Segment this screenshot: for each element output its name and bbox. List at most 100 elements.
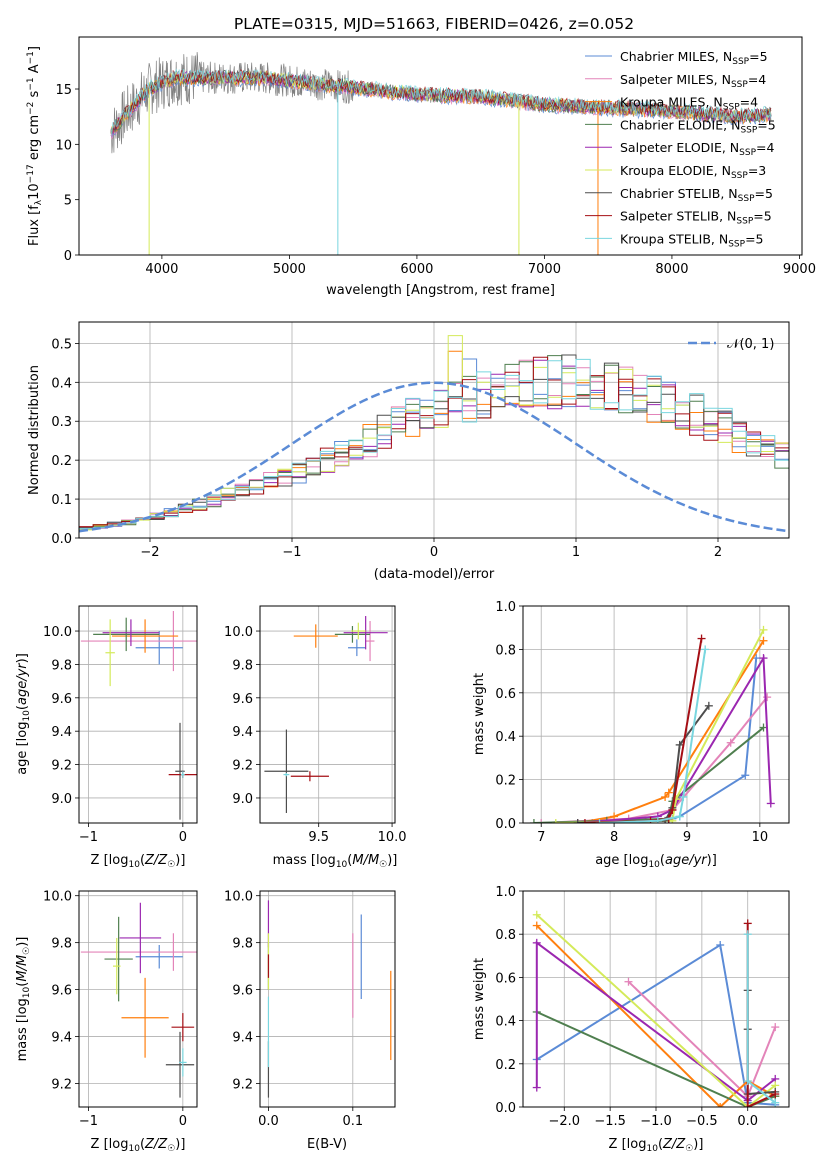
y-tick-label: 1.0 — [495, 885, 516, 900]
weight-marker — [759, 636, 768, 645]
model-spectrum — [110, 68, 772, 136]
y-tick-label: 0.6 — [495, 687, 516, 702]
x-axis-label: mass [log10(M/M☉)] — [273, 853, 398, 870]
panel-7: 0.0 0.1 9.2 9.4 9.6 9.8 10.0 — [224, 890, 396, 1129]
axes-frame — [522, 605, 790, 824]
x-tick-label: 9.5 — [308, 830, 329, 845]
legend-entry: Salpeter ELODIE, NSSP=4 — [620, 140, 775, 158]
axes-frame — [78, 890, 198, 1108]
weight-line — [535, 940, 776, 1102]
x-tick-label: 5000 — [273, 262, 306, 277]
y-tick-label: 5 — [64, 194, 72, 209]
y-tick-label: 9.4 — [51, 725, 72, 740]
y-tick-label: 0.8 — [495, 643, 516, 658]
weight-line — [746, 934, 776, 1104]
y-tick-label: 9.2 — [51, 1078, 72, 1093]
y-tick-label: 9.6 — [51, 984, 72, 999]
weight-marker — [551, 819, 560, 823]
weight-line — [746, 923, 776, 1107]
y-tick-label: 0.0 — [51, 532, 72, 547]
axes-frame — [259, 890, 396, 1108]
weight-marker — [661, 792, 670, 801]
y-tick-label: 0.4 — [495, 730, 516, 745]
x-axis-label: Z [log10(Z/Z☉)] — [91, 1137, 186, 1154]
weight-marker — [766, 799, 775, 808]
x-tick-label: 4000 — [145, 262, 178, 277]
panel-1: 4000 5000 6000 7000 8000 9000 0 5 10 15 Chabrier M… — [26, 36, 816, 298]
panel-6: −1 0 9.2 9.4 9.6 9.8 10.0 — [43, 890, 198, 1129]
plot-area — [529, 625, 775, 823]
x-axis-label: age [log10(age/yr)] — [595, 853, 717, 870]
plot-area — [532, 910, 780, 1107]
panel-8: −2.0 −1.5 −1.0 −0.5 0.0 0.0 0.2 0.4 0.6 0.8 1.0 — [495, 885, 790, 1129]
y-tick-label: 9.2 — [232, 1078, 253, 1093]
y-tick-label: 0.2 — [495, 774, 516, 789]
panel-2: −2 −1 0 1 2 0.0 0.1 0.2 0.3 0.4 0.5 𝒩(0, 1) (data-mo… — [27, 321, 790, 582]
legend: Chabrier MILES, NSSP=5 Salpeter MILES, NS… — [585, 49, 776, 249]
legend-entry: 𝒩(0, 1) — [727, 337, 774, 352]
figure-title: PLATE=0315, MJD=51663, FIBERID=0426, z=0… — [234, 15, 634, 33]
weight-marker — [716, 1103, 725, 1107]
weight-line — [555, 629, 765, 823]
y-tick-label: 9.2 — [51, 759, 72, 774]
x-tick-label: 7 — [537, 830, 545, 845]
x-tick-label: 7000 — [528, 262, 561, 277]
weight-marker — [532, 938, 541, 947]
x-tick-label: −1 — [79, 830, 98, 845]
y-tick-label: 0.1 — [51, 493, 72, 508]
x-tick-label: 0.1 — [342, 1114, 363, 1129]
weight-marker — [675, 812, 684, 821]
y-tick-label: 9.6 — [232, 692, 253, 707]
weight-line — [533, 726, 765, 823]
y-tick-label: 0.0 — [495, 1101, 516, 1116]
x-tick-label: 0.0 — [737, 1114, 758, 1129]
x-axis-label: wavelength [Angstrom, rest frame] — [326, 283, 555, 298]
weight-marker — [537, 819, 546, 823]
x-tick-label: 6000 — [400, 262, 433, 277]
y-tick-label: 0.8 — [495, 928, 516, 943]
y-tick-label: 10.0 — [224, 890, 253, 905]
panel-3: −1 0 9.0 9.2 9.4 9.6 9.8 10.0 — [43, 605, 198, 845]
weight-marker — [532, 921, 541, 930]
y-tick-label: 9.8 — [232, 658, 253, 673]
weight-marker — [624, 977, 633, 986]
x-tick-label: 0 — [430, 545, 438, 560]
x-axis-label: E(B-V) — [307, 1137, 347, 1152]
weight-marker — [743, 1077, 752, 1086]
axes-frame — [78, 36, 803, 256]
y-axis-label: age [log10(age/yr)] — [15, 653, 32, 775]
y-tick-label: 1.0 — [495, 600, 516, 615]
y-tick-label: 0.2 — [495, 1058, 516, 1073]
x-axis-label: Z [log10(Z/Z☉)] — [609, 1137, 704, 1154]
weight-line — [536, 943, 776, 1106]
weight-marker — [743, 930, 752, 939]
x-axis-label: (data-model)/error — [374, 567, 495, 582]
panel-5: 7 8 9 10 0.0 0.2 0.4 0.6 0.8 1.0 — [495, 600, 790, 845]
plot-area — [79, 335, 789, 533]
weight-marker — [759, 654, 768, 663]
y-tick-label: 0.0 — [495, 817, 516, 832]
x-tick-label: −0.5 — [686, 1114, 718, 1129]
weight-marker — [580, 819, 589, 823]
y-tick-label: 15 — [55, 83, 72, 98]
y-tick-label: 9.2 — [232, 759, 253, 774]
weight-marker — [532, 910, 541, 919]
weight-marker — [675, 740, 684, 749]
y-axis-label: mass weight — [472, 673, 487, 755]
x-tick-label: 1 — [572, 545, 580, 560]
weight-line — [536, 1011, 776, 1107]
x-tick-label: −2.0 — [548, 1114, 580, 1129]
plot-area — [267, 900, 392, 1098]
plot-area — [80, 902, 197, 1098]
axes-frame — [78, 321, 790, 539]
x-tick-label: 0 — [179, 830, 187, 845]
x-tick-label: 0.0 — [258, 1114, 279, 1129]
x-tick-label: 8 — [610, 830, 618, 845]
weight-marker — [726, 738, 735, 747]
axes-frame — [259, 605, 396, 824]
y-tick-label: 0.4 — [495, 1015, 516, 1030]
legend-entry: Salpeter MILES, NSSP=4 — [620, 72, 766, 90]
x-tick-label: 10.0 — [378, 830, 407, 845]
y-axis-label: mass weight — [472, 958, 487, 1040]
